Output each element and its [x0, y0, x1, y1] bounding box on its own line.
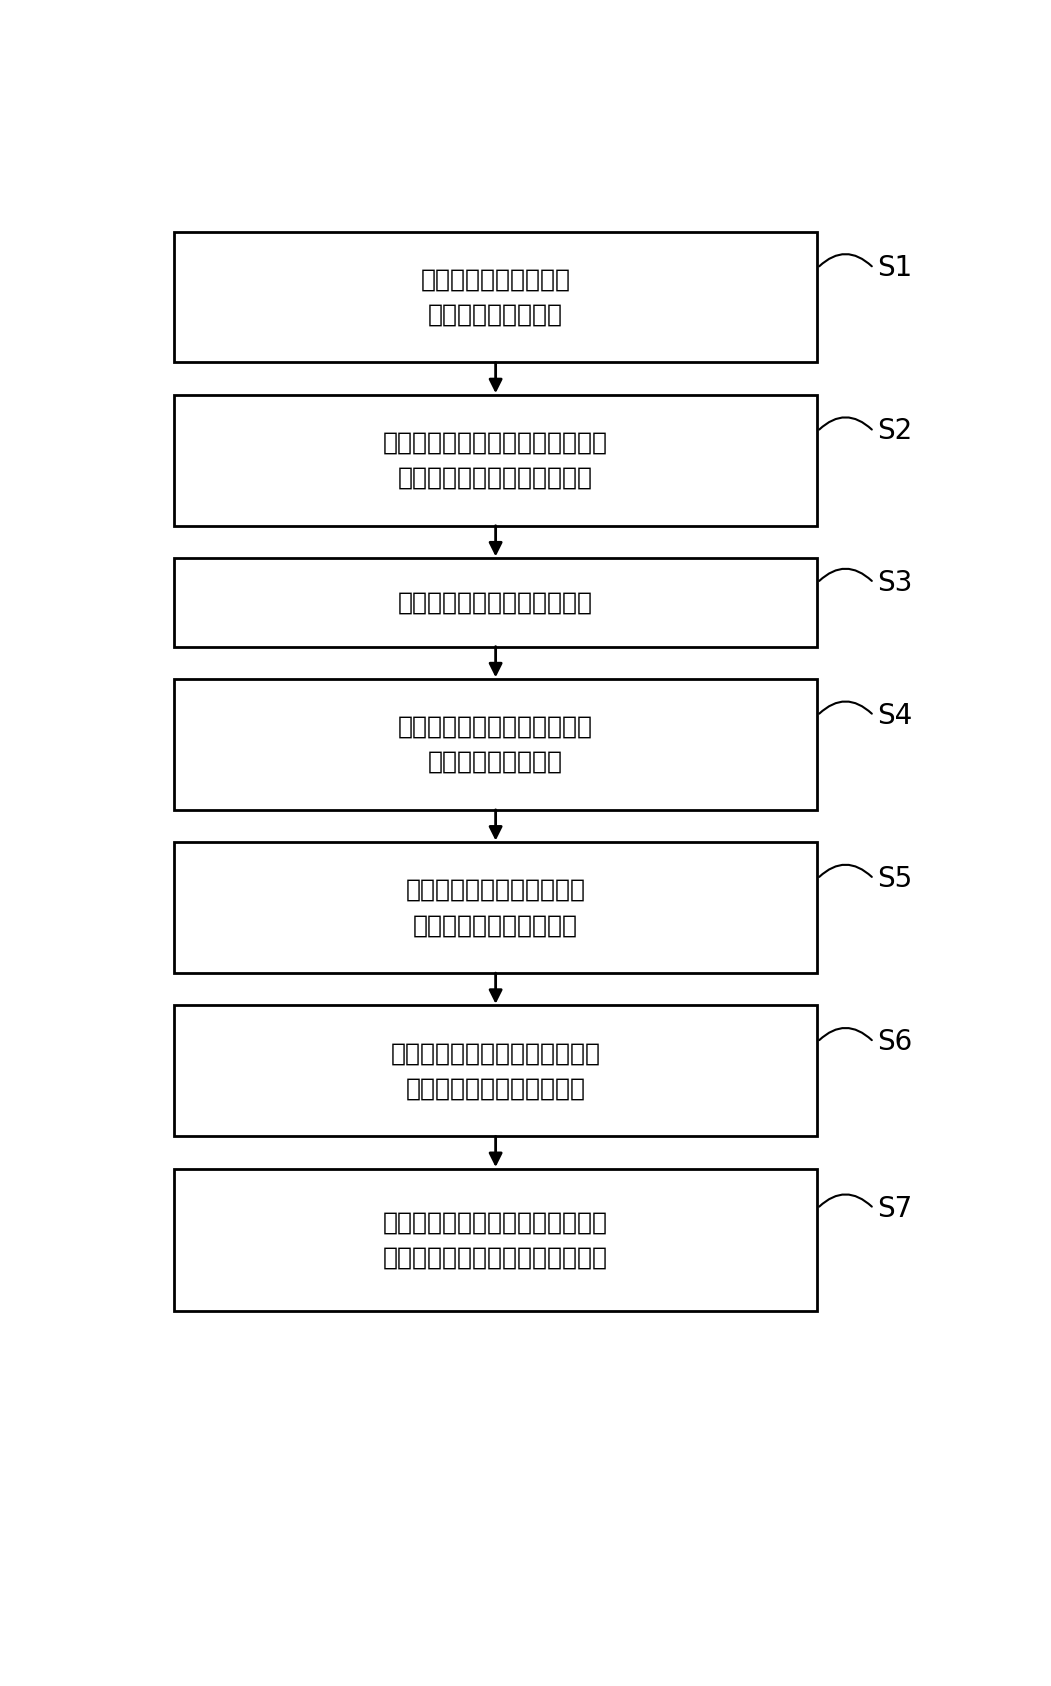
Text: S7: S7	[877, 1195, 912, 1222]
Bar	[174, 679, 818, 809]
Text: 对积雪初步识别结果图像进行分类
结果后处理得到积雪识别结果图像: 对积雪初步识别结果图像进行分类 结果后处理得到积雪识别结果图像	[384, 1211, 609, 1270]
Bar	[174, 1005, 818, 1136]
Bar	[174, 843, 818, 973]
Bar	[174, 231, 818, 362]
Text: S5: S5	[877, 865, 912, 894]
Text: S3: S3	[877, 568, 912, 597]
Text: 对多时相高亮地物影像进行掩膜
得到积雪初步识别结果图像: 对多时相高亮地物影像进行掩膜 得到积雪初步识别结果图像	[391, 1042, 600, 1101]
Text: 构建单时相积雪样本集
和多时相积雪样本集: 构建单时相积雪样本集 和多时相积雪样本集	[420, 268, 571, 327]
Text: S1: S1	[877, 255, 912, 282]
Bar	[174, 558, 818, 647]
Text: S4: S4	[877, 701, 912, 730]
Text: 多时相高亮地物影像进行叠加
得到多时相叠加影像: 多时相高亮地物影像进行叠加 得到多时相叠加影像	[398, 715, 593, 774]
Bar	[174, 1168, 818, 1312]
Text: S6: S6	[877, 1028, 912, 1055]
Text: 计算多时相待识别影像与单时相积
雪样本之间光谱角度和亮度差: 计算多时相待识别影像与单时相积 雪样本之间光谱角度和亮度差	[384, 430, 609, 491]
Text: 对多时相待识别影像进行掩膜: 对多时相待识别影像进行掩膜	[398, 590, 593, 614]
Bar	[174, 395, 818, 526]
Text: 计算多时相叠加影像与多时
相积雪样本之间的相似度: 计算多时相叠加影像与多时 相积雪样本之间的相似度	[406, 878, 585, 937]
Text: S2: S2	[877, 418, 912, 445]
